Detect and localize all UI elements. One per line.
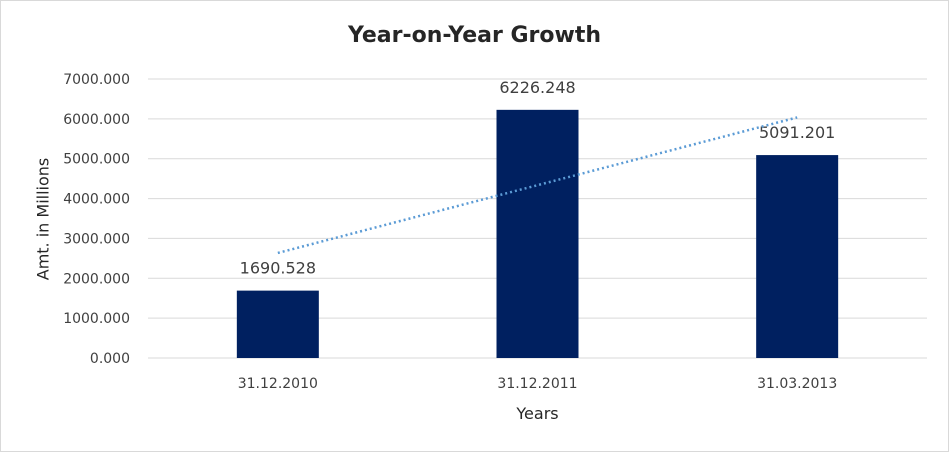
- y-tick-label: 4000.000: [63, 192, 130, 208]
- y-tick-label: 3000.000: [63, 231, 130, 247]
- y-tick-label: 1000.000: [63, 311, 130, 327]
- y-tick-label: 0.000: [90, 351, 130, 367]
- x-tick-label: 31.03.2013: [757, 376, 837, 392]
- y-tick-label: 2000.000: [63, 271, 130, 287]
- y-tick-label: 5000.000: [63, 152, 130, 168]
- x-tick-label: 31.12.2010: [238, 376, 318, 392]
- chart-title: Year-on-Year Growth: [347, 23, 602, 48]
- data-label: 5091.201: [759, 123, 835, 142]
- x-tick-label: 31.12.2011: [497, 376, 577, 392]
- bar: [756, 155, 839, 358]
- x-axis-title: Years: [516, 404, 559, 423]
- data-label: 6226.248: [499, 78, 575, 97]
- y-tick-label: 6000.000: [63, 112, 130, 128]
- bar: [236, 290, 319, 358]
- bar: [496, 109, 579, 359]
- y-tick-label: 7000.000: [63, 72, 130, 88]
- data-label: 1690.528: [240, 259, 316, 278]
